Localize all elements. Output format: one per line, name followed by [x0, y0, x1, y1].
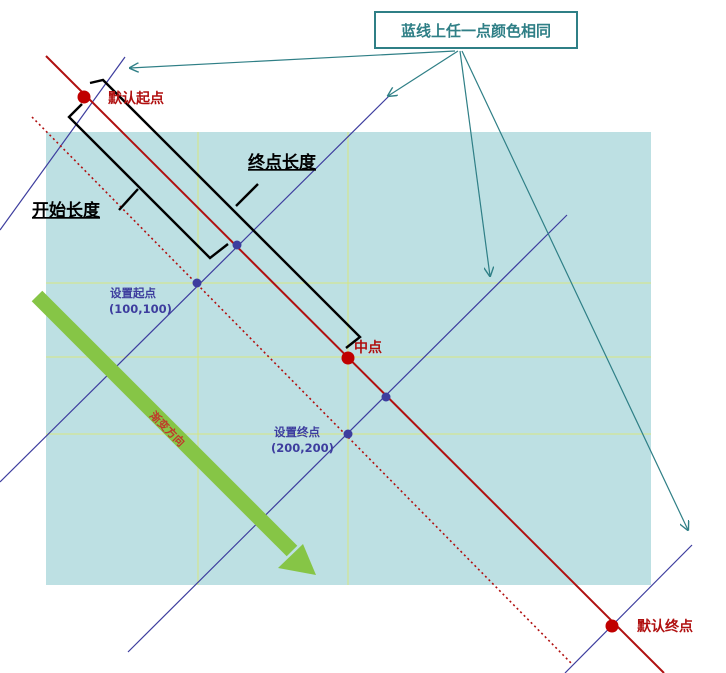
blue-line-set-start — [0, 94, 391, 483]
end-length-bracket — [89, 78, 362, 349]
set-end-coord: (200,200) — [271, 441, 334, 455]
callout-arrows — [130, 50, 688, 530]
default-end-label: 默认终点 — [637, 618, 693, 635]
default-start-label: 默认起点 — [108, 90, 164, 107]
default-gradient-line — [45, 55, 665, 673]
start-length-tick — [118, 188, 139, 211]
intersection-point-lower — [381, 392, 391, 402]
dotted-gradient-line — [31, 116, 574, 666]
midpoint-label: 中点 — [354, 339, 382, 356]
midpoint-point — [341, 351, 355, 365]
default-start-point — [77, 90, 91, 104]
set-start-point — [192, 278, 202, 288]
end-length-label: 终点长度 — [248, 152, 317, 173]
set-start-label: 设置起点 — [110, 286, 156, 300]
intersection-point-upper — [232, 240, 242, 250]
set-start-coord: (100,100) — [109, 302, 172, 316]
start-length-bracket — [67, 103, 229, 260]
gradient-direction-arrow — [31, 290, 316, 575]
set-end-point — [343, 429, 353, 439]
callout-text: 蓝线上任一点颜色相同 — [400, 21, 551, 40]
callout-box: 蓝线上任一点颜色相同 — [374, 11, 578, 49]
blue-line-default-start — [0, 56, 126, 231]
length-brackets — [67, 78, 362, 349]
end-length-tick — [235, 183, 259, 207]
default-end-point — [605, 619, 619, 633]
set-end-label: 设置终点 — [274, 425, 320, 439]
blue-line-default-end — [564, 544, 693, 673]
start-length-label: 开始长度 — [32, 200, 101, 221]
